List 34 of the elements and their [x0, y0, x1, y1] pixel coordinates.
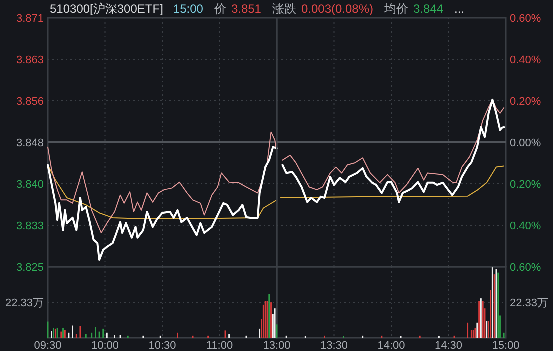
x-tick-label: 15:00 [492, 340, 520, 351]
text: 涨跌 [272, 2, 296, 16]
y-tick-label: 3.848 [16, 138, 44, 150]
text: 3.851 [231, 2, 262, 16]
chart-title: 510300[沪深300ETF] [50, 2, 164, 16]
x-tick-label: 13:00 [263, 340, 291, 351]
y-tick-label: 22.33万 [5, 298, 44, 310]
text: 均价 [384, 2, 409, 16]
x-tick-label: 11:00 [206, 340, 234, 351]
y-tick-label: 3.833 [16, 220, 44, 232]
x-tick-label: 13:30 [320, 340, 348, 351]
y-tick-label: 3.856 [16, 96, 44, 108]
x-tick-label: 10:30 [148, 340, 176, 351]
y-tick-label: 3.871 [16, 13, 44, 25]
text: 0.60% [510, 13, 542, 25]
text: 3.844 [414, 2, 444, 16]
text: 0.40% [510, 220, 542, 232]
text: 15:00 [173, 2, 204, 16]
y-tick-label: 3.825 [16, 262, 44, 274]
text: 价 [213, 2, 226, 16]
text: 0.20% [510, 179, 542, 191]
text: 0.003(0.08%) [301, 2, 374, 16]
text: 0.20% [510, 96, 542, 108]
text: 0.60% [510, 262, 542, 274]
text: 0.00% [510, 138, 542, 150]
x-tick-label: 14:30 [434, 340, 463, 351]
y-tick-label: 3.840 [16, 179, 44, 191]
y-tick-label: 3.863 [16, 54, 44, 66]
text: 0.40% [510, 54, 542, 66]
x-tick-label: 10:00 [91, 340, 120, 351]
text: ... [454, 2, 465, 16]
y-tick-label: 22.33万 [510, 298, 549, 310]
x-tick-label: 14:00 [378, 340, 406, 351]
x-tick-label: 09:30 [34, 340, 62, 351]
